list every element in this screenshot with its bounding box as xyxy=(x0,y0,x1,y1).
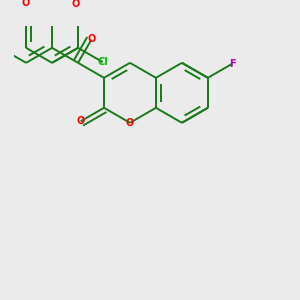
Text: O: O xyxy=(76,116,85,126)
Text: O: O xyxy=(126,118,134,128)
Text: O: O xyxy=(22,0,30,8)
Text: F: F xyxy=(229,58,236,69)
Text: Cl: Cl xyxy=(97,57,108,67)
Text: O: O xyxy=(71,0,80,9)
Text: O: O xyxy=(87,34,96,44)
